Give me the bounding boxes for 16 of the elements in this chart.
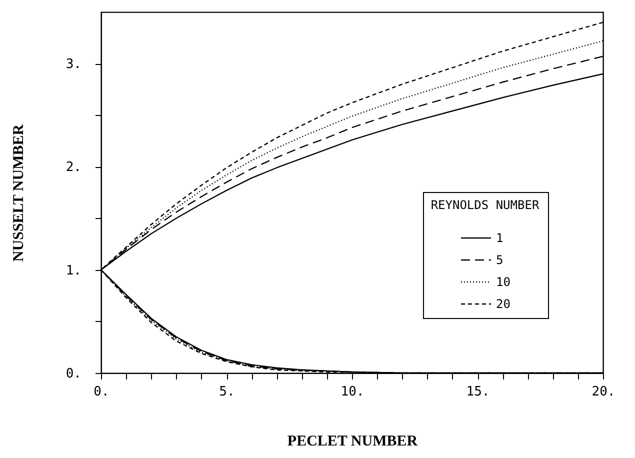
x-axis-title: PECLET NUMBER — [287, 434, 418, 450]
legend-title: REYNOLDS NUMBER — [430, 198, 540, 212]
x-tick-label: 0. — [94, 384, 110, 400]
legend-label: 5 — [496, 253, 504, 267]
legend-label: 1 — [496, 231, 504, 245]
y-tick-label: 3. — [66, 57, 82, 72]
x-tick-label: 20. — [592, 384, 616, 400]
x-tick-label: 5. — [219, 384, 235, 400]
legend-label: 10 — [496, 275, 510, 289]
y-tick-label: 2. — [66, 160, 82, 176]
y-tick-label: 1. — [66, 263, 82, 278]
y-axis-title: NUSSELT NUMBER — [10, 124, 27, 262]
y-tick-label: 0. — [66, 366, 82, 382]
legend-label: 20 — [496, 297, 510, 311]
x-tick-label: 15. — [466, 384, 490, 400]
x-tick-label: 10. — [340, 384, 364, 400]
